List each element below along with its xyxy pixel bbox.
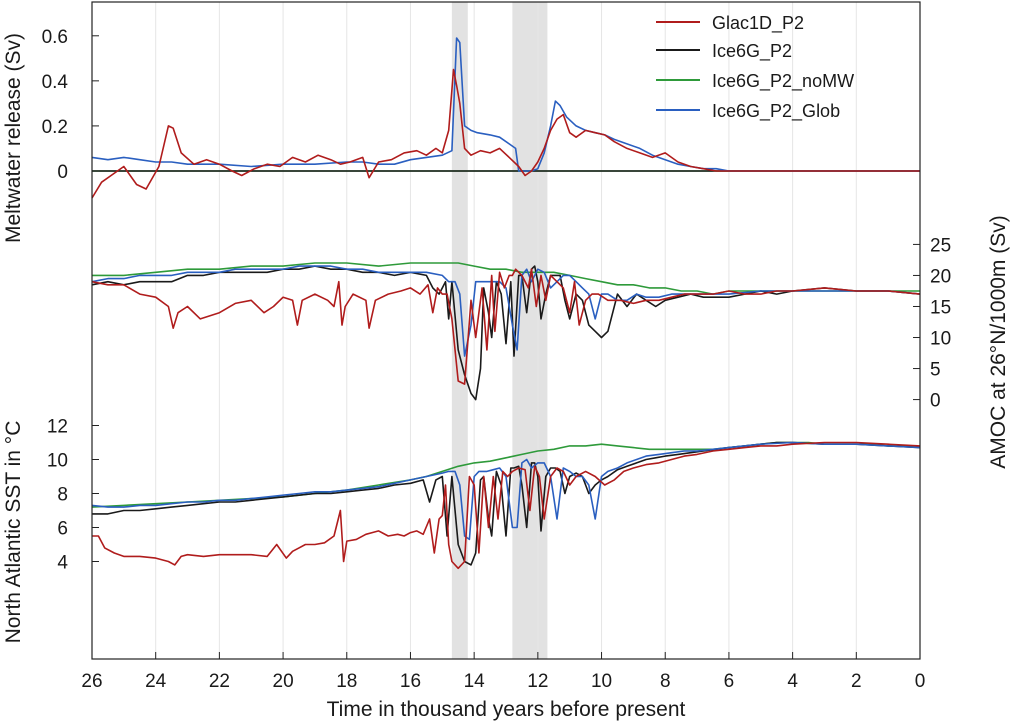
x-tick-label-18: 18 <box>336 671 357 692</box>
x-tick-label-6: 6 <box>724 671 735 692</box>
x-tick-label-0: 0 <box>915 671 926 692</box>
sst-y-tick-label-8: 8 <box>57 485 68 506</box>
x-tick-label-16: 16 <box>400 671 421 692</box>
x-tick-label-8: 8 <box>660 671 671 692</box>
series-lines <box>91 37 921 570</box>
meltwater-y-tick-label-0: 0 <box>57 162 68 183</box>
amoc-y-tick-label-0: 0 <box>930 391 941 412</box>
shaded-interval-1 <box>451 2 468 659</box>
x-tick-label-2: 2 <box>851 671 862 692</box>
amoc-y-tick-label-25: 25 <box>930 235 951 256</box>
x-tick-label-24: 24 <box>145 671 167 692</box>
meltwater-series-glac1d-p2 <box>91 68 920 199</box>
amoc-y-tick-label-5: 5 <box>930 360 941 381</box>
sst-series-ice6g-p2 <box>92 441 921 566</box>
amoc-series-ice6g-p2 <box>91 265 921 401</box>
plot-frame <box>91 1 921 660</box>
sst-y-tick-label-10: 10 <box>47 451 68 472</box>
amoc-y-tick-label-15: 15 <box>930 297 951 318</box>
legend-label-ice6g-p2-nomw: Ice6G_P2_noMW <box>712 71 854 92</box>
legend-label-glac1d-p2: Glac1D_P2 <box>712 13 804 34</box>
meltwater-y-tick-label-0.6: 0.6 <box>42 27 68 48</box>
x-tick-label-4: 4 <box>787 671 798 692</box>
x-tick-label-10: 10 <box>591 671 612 692</box>
amoc-axis-title: AMOC at 26°N/1000m (Sv) <box>987 215 1010 468</box>
sst-series-ice6g-p2-glob <box>91 441 921 541</box>
x-tick-label-12: 12 <box>527 671 548 692</box>
amoc-series-ice6g-p2-glob <box>91 265 921 357</box>
sst-series-glac1d-p2 <box>92 441 921 570</box>
amoc-y-tick-label-20: 20 <box>930 266 951 287</box>
legend-label-ice6g-p2: Ice6G_P2 <box>712 41 792 62</box>
tick-labels: 26 24 22 20 18 16 14 12 10 8 6 4 2 000.20.40.60510152… <box>42 27 952 692</box>
meltwater-axis-title: Meltwater release (Sv) <box>2 33 25 243</box>
x-tick-label-26: 26 <box>81 671 102 692</box>
meltwater-y-tick-label-0.4: 0.4 <box>42 72 69 93</box>
x-axis-title: Time in thousand years before present <box>327 698 686 721</box>
sst-axis-title: North Atlantic SST in °C <box>2 421 25 644</box>
meltwater-y-tick-label-0.2: 0.2 <box>42 117 68 138</box>
sst-y-tick-label-4: 4 <box>57 553 68 574</box>
x-tick-label-20: 20 <box>273 671 294 692</box>
x-tick-label-14: 14 <box>464 671 486 692</box>
sst-y-tick-label-12: 12 <box>47 417 68 438</box>
amoc-y-tick-label-10: 10 <box>930 329 951 350</box>
amoc-series-glac1d-p2 <box>91 268 921 385</box>
legend-label-ice6g-p2-glob: Ice6G_P2_Glob <box>712 101 840 122</box>
x-tick-label-22: 22 <box>209 671 230 692</box>
tick-marks <box>91 35 921 659</box>
sst-y-tick-label-6: 6 <box>57 519 68 540</box>
legend: Glac1D_P2 Ice6G_P2 Ice6G_P2_noMW Ice6G_P… <box>656 13 854 122</box>
